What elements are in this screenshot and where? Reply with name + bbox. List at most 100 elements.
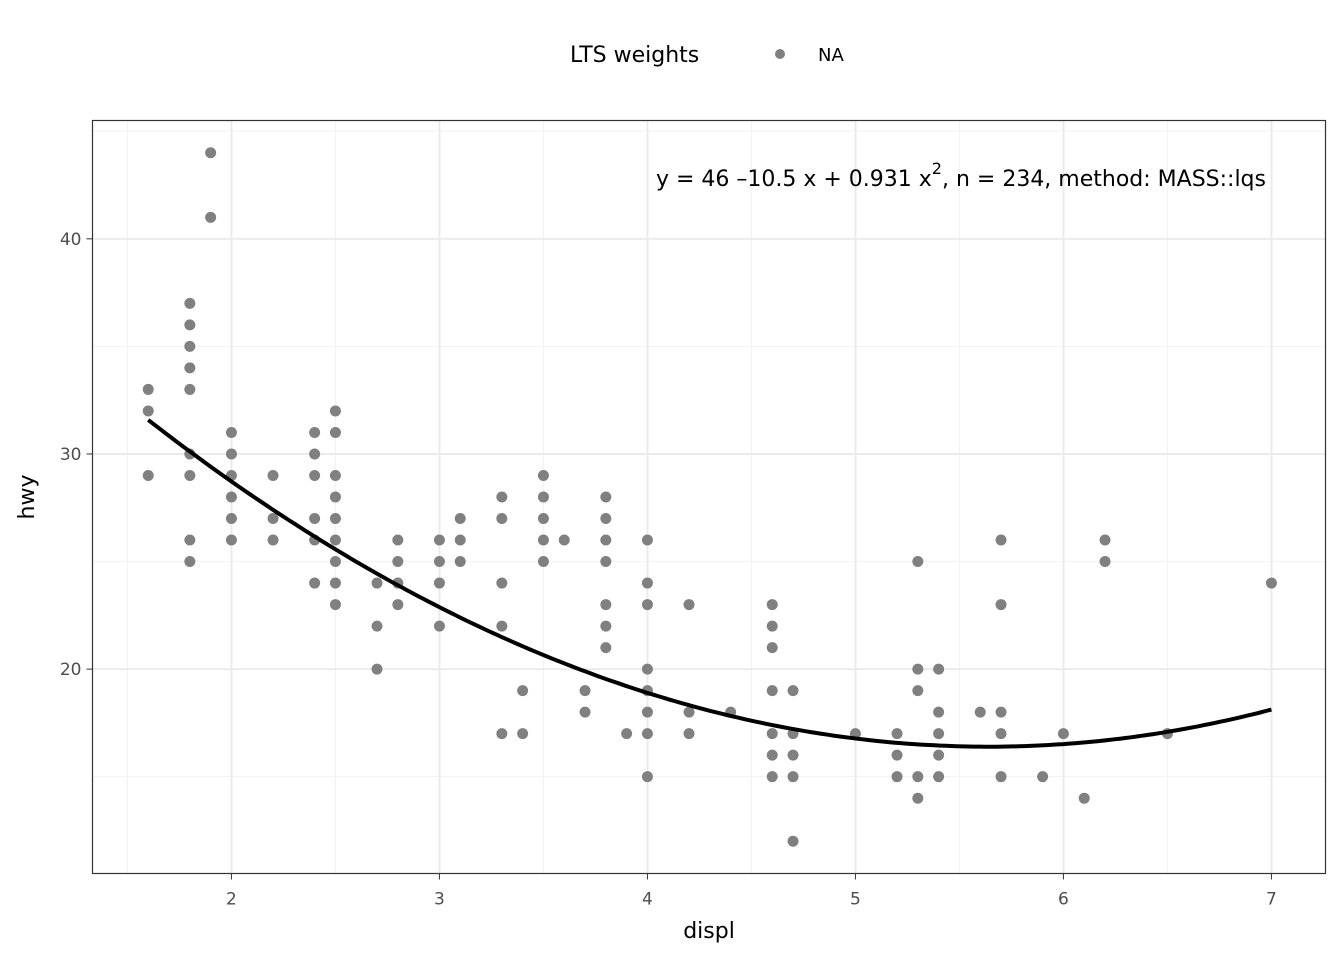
data-point	[371, 577, 383, 589]
data-point	[933, 749, 945, 761]
data-point	[766, 685, 778, 697]
data-point	[142, 469, 154, 481]
data-point	[537, 469, 549, 481]
x-tick-label: 5	[850, 890, 861, 910]
data-point	[766, 771, 778, 783]
data-point	[787, 835, 799, 847]
data-point	[933, 663, 945, 675]
x-tick-label: 4	[642, 890, 653, 910]
data-point	[933, 771, 945, 783]
x-tick-label: 3	[434, 890, 445, 910]
x-axis-label: displ	[683, 919, 735, 944]
data-point	[517, 728, 529, 740]
data-point	[309, 448, 321, 460]
equation-annotation: y = 46 –10.5 x + 0.931 x2, n = 234, meth…	[656, 159, 1266, 192]
data-point	[579, 706, 591, 718]
data-point	[641, 663, 653, 675]
data-point	[371, 620, 383, 632]
y-axis: 20 30 40	[60, 230, 93, 680]
data-point	[184, 556, 196, 568]
data-point	[205, 211, 217, 223]
data-point	[787, 685, 799, 697]
x-tick-label: 2	[226, 890, 237, 910]
data-point	[496, 513, 508, 525]
data-point	[912, 685, 924, 697]
y-tick-label: 40	[60, 230, 82, 250]
data-point	[766, 749, 778, 761]
data-point	[496, 491, 508, 503]
data-point	[392, 534, 404, 546]
data-point	[392, 556, 404, 568]
data-point	[205, 147, 217, 159]
data-point	[537, 534, 549, 546]
data-point	[184, 319, 196, 331]
x-axis: 2 3 4 5 6 7	[226, 873, 1277, 910]
data-point	[995, 534, 1007, 546]
data-point	[184, 469, 196, 481]
y-tick-label: 30	[60, 445, 82, 465]
data-point	[891, 749, 903, 761]
data-point	[537, 513, 549, 525]
data-point	[184, 534, 196, 546]
data-point	[912, 792, 924, 804]
data-point	[184, 383, 196, 395]
data-point	[787, 749, 799, 761]
legend: LTS weights NA	[570, 43, 844, 68]
data-point	[1037, 771, 1049, 783]
data-point	[537, 556, 549, 568]
data-point	[329, 577, 341, 589]
data-point	[641, 577, 653, 589]
data-point	[1057, 728, 1069, 740]
data-point	[933, 728, 945, 740]
data-point	[392, 599, 404, 611]
data-point	[454, 513, 466, 525]
data-point	[454, 534, 466, 546]
data-point	[267, 469, 279, 481]
data-point	[558, 534, 570, 546]
data-point	[184, 297, 196, 309]
data-point	[496, 620, 508, 632]
data-point	[329, 469, 341, 481]
data-point	[683, 706, 695, 718]
data-point	[517, 685, 529, 697]
data-point	[267, 513, 279, 525]
data-point	[600, 599, 612, 611]
data-point	[225, 426, 237, 438]
equation-superscript: 2	[932, 159, 942, 178]
data-point	[766, 620, 778, 632]
data-point	[267, 534, 279, 546]
data-point	[766, 728, 778, 740]
data-point	[433, 620, 445, 632]
y-tick-label: 20	[60, 660, 82, 680]
data-point	[496, 728, 508, 740]
y-axis-label: hwy	[15, 475, 40, 520]
legend-key-point	[775, 49, 785, 59]
data-point	[1099, 556, 1111, 568]
data-point	[225, 513, 237, 525]
data-point	[329, 426, 341, 438]
data-point	[641, 771, 653, 783]
data-point	[933, 706, 945, 718]
points	[142, 147, 1277, 847]
data-point	[184, 362, 196, 374]
x-tick-label: 6	[1058, 890, 1069, 910]
data-point	[641, 728, 653, 740]
data-point	[1099, 534, 1111, 546]
data-point	[329, 405, 341, 417]
data-point	[1265, 577, 1277, 589]
data-point	[309, 469, 321, 481]
data-point	[600, 642, 612, 654]
data-point	[433, 577, 445, 589]
data-point	[683, 599, 695, 611]
data-point	[995, 771, 1007, 783]
data-point	[995, 599, 1007, 611]
data-point	[309, 577, 321, 589]
data-point	[891, 771, 903, 783]
data-point	[995, 706, 1007, 718]
data-point	[912, 663, 924, 675]
data-point	[641, 706, 653, 718]
data-point	[454, 556, 466, 568]
legend-label-na: NA	[818, 45, 844, 66]
data-point	[329, 599, 341, 611]
